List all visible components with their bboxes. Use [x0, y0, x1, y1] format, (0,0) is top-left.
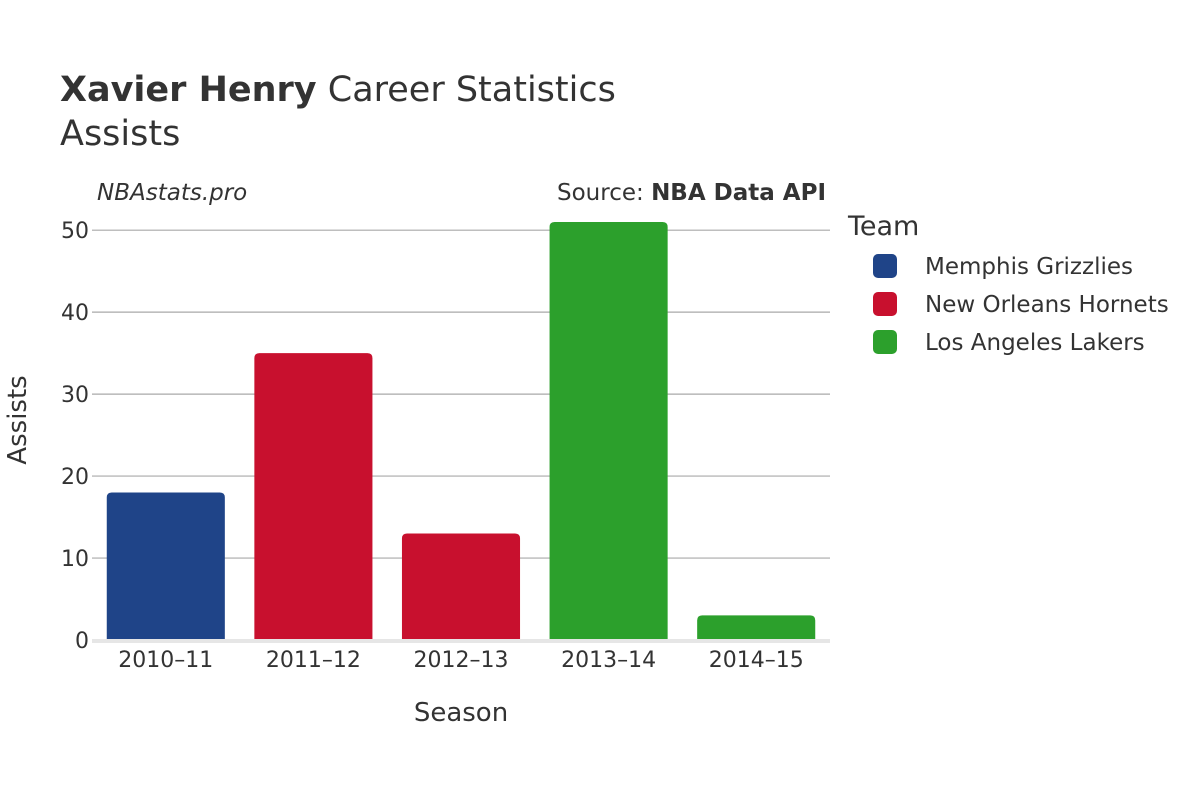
legend-title: Team — [847, 211, 919, 242]
source-name: NBA Data API — [651, 180, 826, 206]
watermark: NBAstats.pro — [97, 180, 247, 206]
bar-2011–12[interactable] — [254, 353, 373, 640]
y-tick-label: 50 — [61, 219, 89, 244]
chart-title-rest: Career Statistics — [317, 70, 616, 110]
x-tick-label: 2012–13 — [414, 648, 509, 673]
bar-2010–11[interactable] — [106, 492, 225, 640]
gridlines — [92, 229, 830, 559]
legend-label[interactable]: Los Angeles Lakers — [925, 330, 1145, 356]
bar-2014–15[interactable] — [697, 615, 816, 640]
x-axis-title: Season — [414, 698, 508, 728]
legend-label[interactable]: Memphis Grizzlies — [925, 254, 1133, 280]
x-tick-label: 2013–14 — [561, 648, 656, 673]
legend-swatch — [873, 292, 897, 316]
bar-2012–13[interactable] — [401, 533, 521, 640]
source-credit: Source: NBA Data API — [557, 180, 826, 206]
y-tick-label: 40 — [61, 301, 89, 326]
bar-2013–14[interactable] — [549, 222, 668, 640]
x-axis-ticks: 2010–11 2011–12 2012–13 2013–14 2014–15 — [118, 648, 803, 673]
y-tick-label: 0 — [75, 629, 89, 654]
x-tick-label: 2010–11 — [118, 648, 213, 673]
y-tick-label: 20 — [61, 465, 89, 490]
legend-swatch — [873, 254, 897, 278]
bars — [106, 222, 816, 640]
legend-swatch — [873, 330, 897, 354]
y-tick-label: 10 — [61, 547, 89, 572]
legend-label[interactable]: New Orleans Hornets — [925, 292, 1169, 318]
source-prefix: Source: — [557, 180, 651, 206]
chart-subtitle: Assists — [60, 114, 180, 154]
y-axis-title: Assists — [3, 375, 33, 464]
chart-title-player: Xavier Henry — [60, 70, 317, 110]
chart-title: Xavier Henry Career Statistics — [60, 70, 616, 110]
x-tick-label: 2011–12 — [266, 648, 361, 673]
y-tick-label: 30 — [61, 383, 89, 408]
legend-items: Memphis Grizzlies New Orleans Hornets Los … — [873, 254, 1169, 356]
x-tick-label: 2014–15 — [709, 648, 804, 673]
y-axis-ticks: 0 10 20 30 40 50 — [61, 219, 89, 654]
legend: Team Memphis Grizzlies New Orleans Hornet… — [847, 211, 1169, 356]
